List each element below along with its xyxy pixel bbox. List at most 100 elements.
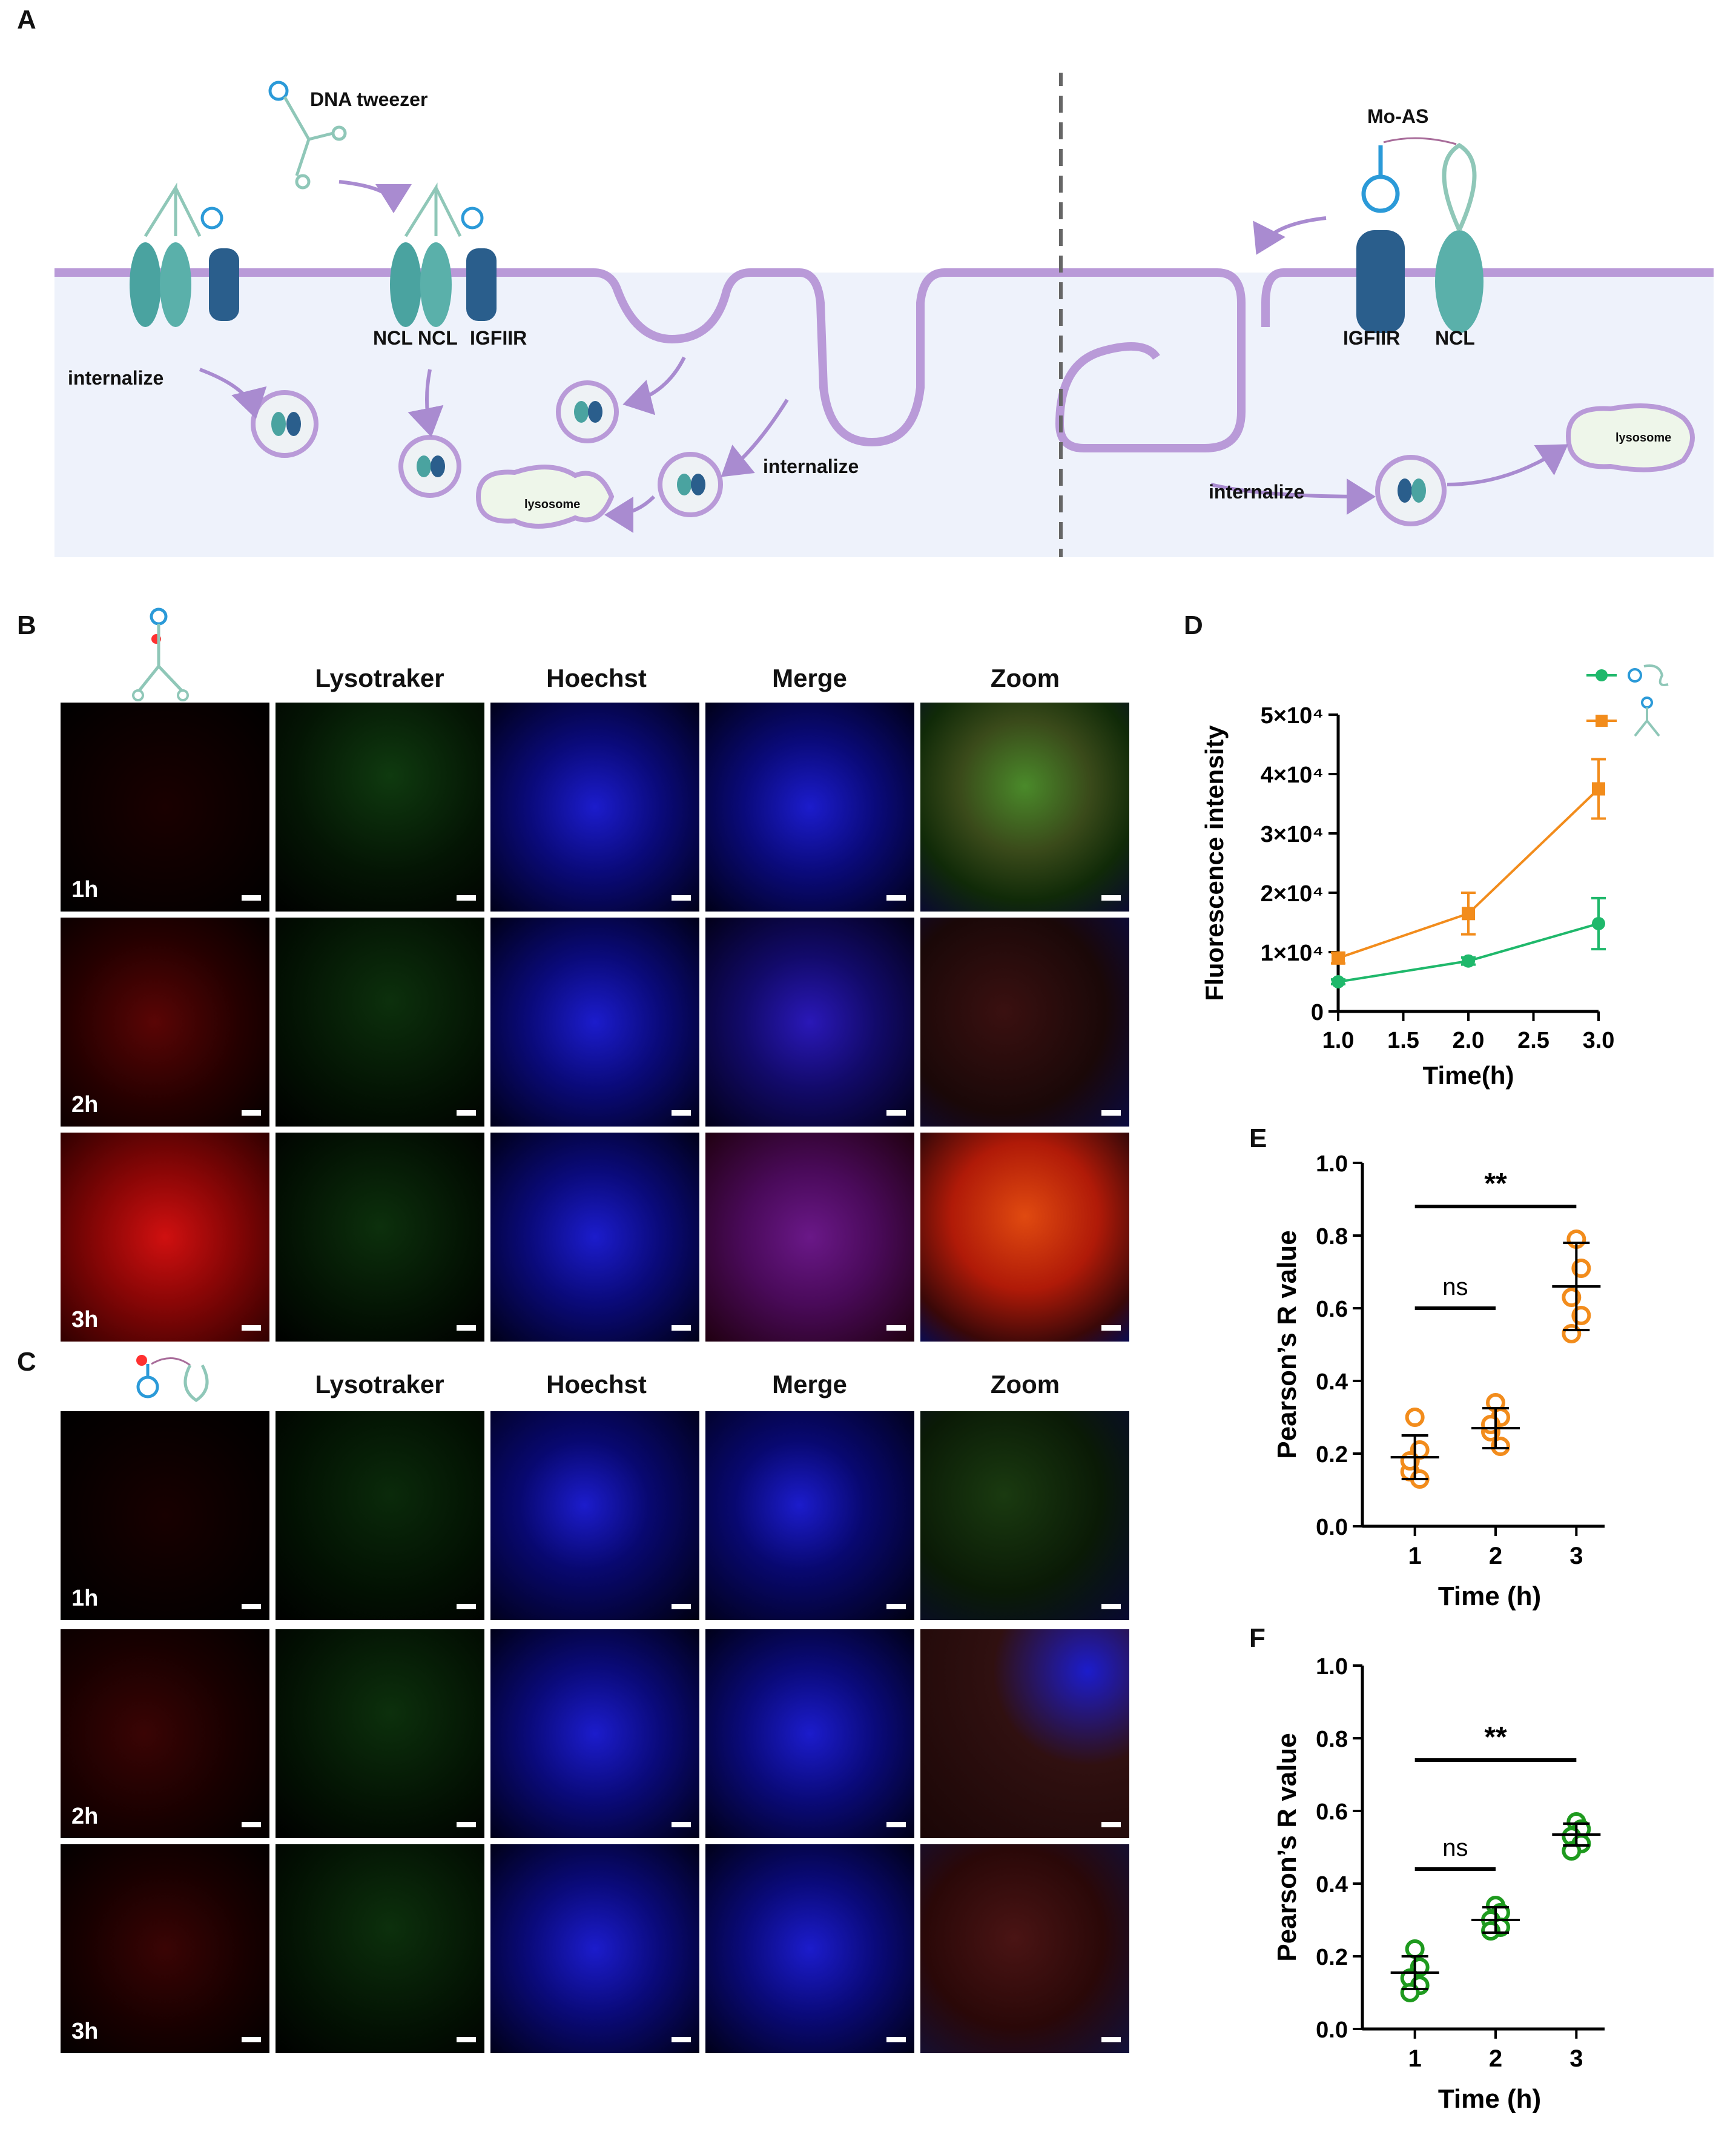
image-b-1h-blue (490, 703, 699, 912)
panel-label-f: F (1249, 1623, 1266, 1653)
data-point (1332, 951, 1345, 965)
mo-as-probe-icon (136, 1355, 209, 1403)
scale-bar (1101, 1110, 1121, 1116)
data-point (1405, 1408, 1425, 1427)
image-b-3h-zoom (920, 1133, 1129, 1342)
y-tick-label: 1.0 (1316, 1151, 1348, 1177)
internalize-label-3: internalize (1209, 481, 1305, 503)
image-b-3h-green (276, 1133, 484, 1342)
image-c-3h-merge (705, 1844, 914, 2053)
legend-mo-as-arm (1643, 664, 1669, 686)
scale-bar (457, 895, 476, 901)
y-tick-label: 0.0 (1316, 2017, 1348, 2043)
schematic-figure (54, 73, 1714, 557)
vesicle-3 (398, 435, 461, 498)
image-b-3h-blue (490, 1133, 699, 1342)
vesicle-5 (1375, 455, 1447, 526)
y-tick-label: 0.4 (1316, 1369, 1348, 1395)
scale-bar (1101, 1325, 1121, 1331)
y-tick-label: 1×10⁴ (1261, 941, 1324, 966)
x-tick-label: 1.0 (1322, 1028, 1355, 1053)
header-lysotraker-c: Lysotraker (315, 1370, 444, 1398)
legend-tweezer-arms (1634, 707, 1660, 737)
y-tick-label: 0.6 (1316, 1799, 1348, 1825)
scale-bar (242, 1604, 261, 1609)
image-c-2h-red: 2h (61, 1629, 269, 1838)
y-tick-label: 0.0 (1316, 1515, 1348, 1540)
mo-as-receptor-complex (1356, 137, 1484, 333)
scale-bar (457, 1822, 476, 1827)
image-b-1h-red: 1h (61, 703, 269, 912)
significance-label: ** (1484, 1168, 1507, 1200)
x-axis-title: Time (h) (1438, 1581, 1541, 1611)
legend-marker-orange (1596, 715, 1608, 727)
time-label-b-3h: 3h (71, 1307, 99, 1332)
vesicle-4 (658, 452, 723, 517)
ncl-label-right: NCL (1435, 327, 1475, 349)
y-tick-label: 0.8 (1316, 1727, 1348, 1752)
y-axis-title: Fluorescence intensity (1200, 725, 1229, 1001)
y-tick-label: 4×10⁴ (1261, 763, 1324, 788)
scale-bar (457, 1325, 476, 1331)
image-b-3h-merge (705, 1133, 914, 1342)
scale-bar (672, 895, 691, 901)
legend-tweezer-icon (1641, 697, 1653, 709)
x-tick-label: 2.0 (1453, 1028, 1485, 1053)
internalize-label-1: internalize (68, 367, 164, 389)
header-hoechst-c: Hoechst (546, 1370, 647, 1398)
cell-membrane (54, 268, 1246, 452)
ncl-label-2: NCL (418, 327, 458, 349)
scale-bar (886, 2037, 906, 2042)
header-lysotraker-b: Lysotraker (315, 664, 444, 692)
time-label-b-1h: 1h (71, 877, 99, 902)
data-point (1332, 975, 1345, 988)
header-merge-b: Merge (772, 664, 847, 692)
header-zoom-c: Zoom (990, 1370, 1060, 1398)
y-tick-label: 0.2 (1316, 1442, 1348, 1468)
y-tick-label: 5×10⁴ (1261, 703, 1324, 729)
image-c-1h-red: 1h (61, 1411, 269, 1620)
data-point (1592, 916, 1605, 930)
scale-bar (457, 1604, 476, 1609)
image-c-3h-green (276, 1844, 484, 2053)
x-tick-label: 2 (1489, 2045, 1502, 2072)
image-b-2h-merge (705, 918, 914, 1127)
image-b-2h-blue (490, 918, 699, 1127)
image-b-3h-red: 3h (61, 1133, 269, 1342)
image-b-1h-green (276, 703, 484, 912)
scale-bar (886, 1822, 906, 1827)
y-tick-label: 0.8 (1316, 1224, 1348, 1249)
scale-bar (242, 2037, 261, 2042)
significance-label: ns (1442, 1274, 1468, 1300)
scale-bar (672, 1110, 691, 1116)
scale-bar (886, 1110, 906, 1116)
receptor-complex-2 (390, 182, 497, 327)
ncl-label-1: NCL (373, 327, 413, 349)
data-point (1462, 954, 1475, 968)
time-label-b-2h: 2h (71, 1092, 99, 1117)
significance-label: ** (1484, 1721, 1507, 1753)
scale-bar (672, 1325, 691, 1331)
image-b-1h-zoom (920, 703, 1129, 912)
image-c-2h-green (276, 1629, 484, 1838)
scale-bar (1101, 1822, 1121, 1827)
legend-marker-green (1596, 669, 1608, 681)
header-hoechst-b: Hoechst (546, 664, 647, 692)
lysosome-left (475, 465, 615, 529)
header-merge-c: Merge (772, 1370, 847, 1398)
significance-label: ns (1442, 1835, 1468, 1861)
image-c-1h-blue (490, 1411, 699, 1620)
scale-bar (242, 1822, 261, 1827)
image-c-3h-blue (490, 1844, 699, 2053)
mo-as-label: Mo-AS (1367, 105, 1429, 127)
x-tick-label: 1.5 (1387, 1028, 1419, 1053)
x-tick-label: 2.5 (1517, 1028, 1550, 1053)
dna-tweezer-label: DNA tweezer (310, 88, 428, 110)
scale-bar (457, 2037, 476, 2042)
vesicle-1 (251, 390, 318, 458)
panel-label-c: C (17, 1347, 36, 1377)
lysosome-label-left: lysosome (524, 498, 581, 511)
data-point (1405, 1939, 1425, 1959)
scale-bar (672, 2037, 691, 2042)
x-tick-label: 1 (1408, 1543, 1422, 1569)
